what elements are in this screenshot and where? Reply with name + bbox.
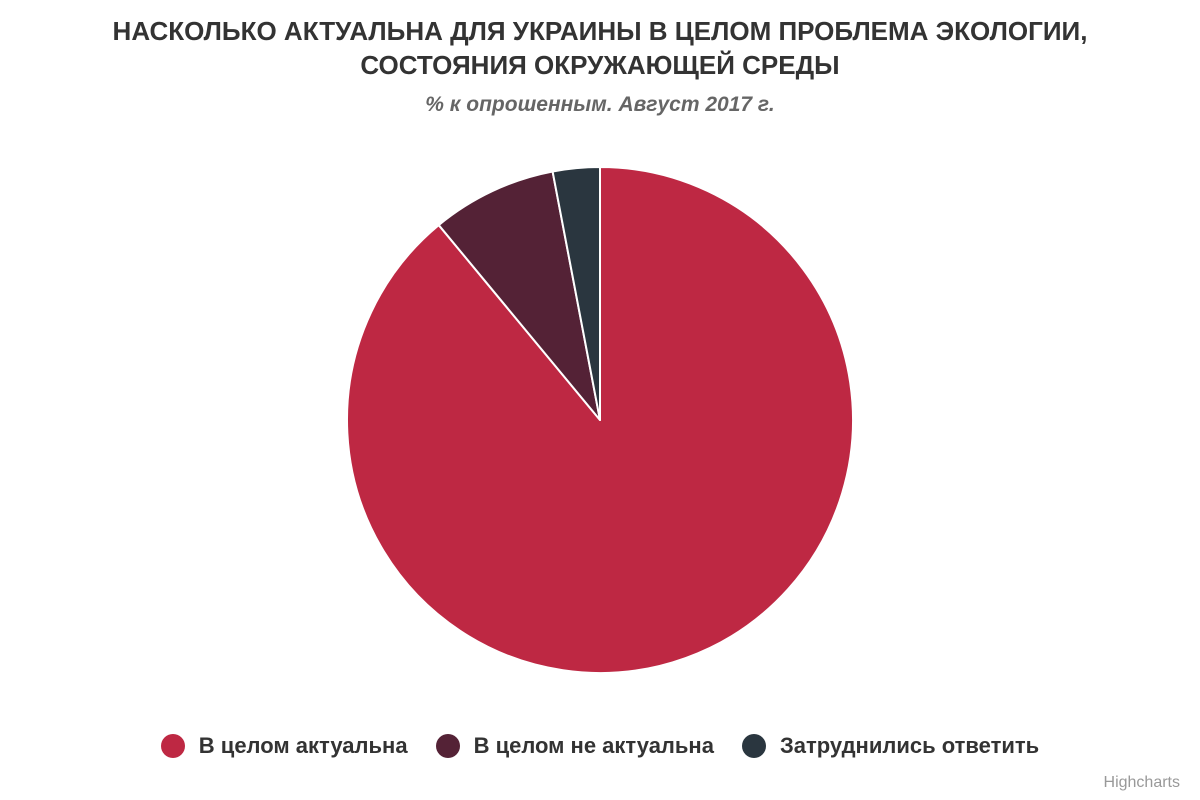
legend-label-v-celom-aktualna: В целом актуальна bbox=[198, 733, 408, 758]
legend-item-v-celom-aktualna[interactable]: В целом актуальна bbox=[160, 733, 408, 759]
chart-title-line-1: НАСКОЛЬКО АКТУАЛЬНА ДЛЯ УКРАИНЫ В ЦЕЛОМ … bbox=[112, 16, 1088, 46]
legend-label-v-celom-ne-aktualna: В целом не актуальна bbox=[473, 733, 714, 758]
chart-legend: В целом актуальна В целом не актуальна З… bbox=[0, 728, 1200, 764]
pie-slice-v-celom-ne-aktualna[interactable] bbox=[437, 170, 601, 421]
chart-title: НАСКОЛЬКО АКТУАЛЬНА ДЛЯ УКРАИНЫ В ЦЕЛОМ … bbox=[0, 14, 1200, 82]
credits-link[interactable]: Highcharts bbox=[1103, 774, 1180, 791]
pie-slices bbox=[346, 166, 854, 674]
pie-slice-zatrudnilis-otvetit[interactable] bbox=[551, 166, 601, 421]
legend-label-zatrudnilis-otvetit: Затруднились ответить bbox=[779, 733, 1040, 758]
chart-subtitle: % к опрошенным. Август 2017 г. bbox=[425, 93, 775, 116]
chart-title-line-2: СОСТОЯНИЯ ОКРУЖАЮЩЕЙ СРЕДЫ bbox=[360, 50, 840, 80]
legend-symbol-v-celom-ne-aktualna bbox=[435, 734, 460, 758]
legend-symbol-zatrudnilis-otvetit bbox=[741, 734, 766, 758]
legend-item-v-celom-ne-aktualna[interactable]: В целом не актуальна bbox=[435, 733, 714, 759]
legend-symbol-v-celom-aktualna bbox=[160, 734, 185, 758]
legend-item-zatrudnilis-otvetit[interactable]: Затруднились ответить bbox=[741, 733, 1040, 759]
